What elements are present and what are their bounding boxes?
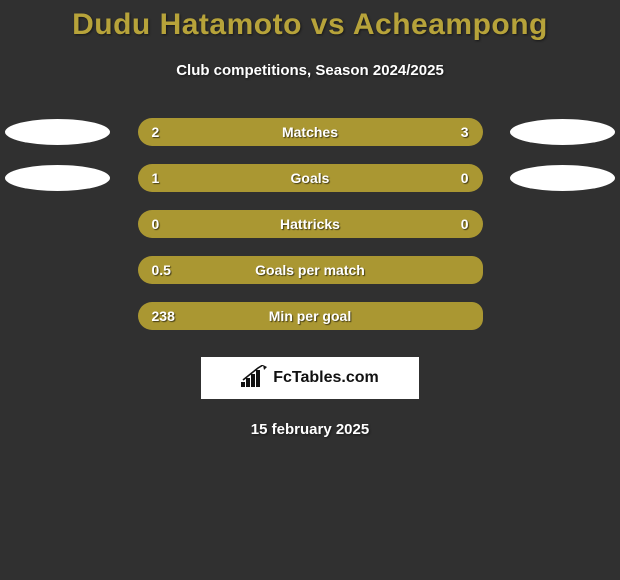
player-right-marker bbox=[510, 119, 615, 145]
stat-row-hattricks: 0 Hattricks 0 bbox=[0, 201, 620, 247]
player-right-marker bbox=[510, 165, 615, 191]
stat-row-min-per-goal: 238 Min per goal bbox=[0, 293, 620, 339]
bar-track: 2 Matches 3 bbox=[138, 118, 483, 146]
stat-label: Goals per match bbox=[138, 256, 483, 284]
stat-label: Goals bbox=[138, 164, 483, 192]
watermark-box: FcTables.com bbox=[201, 357, 419, 399]
page-title: Dudu Hatamoto vs Acheampong bbox=[0, 0, 620, 42]
stat-label: Min per goal bbox=[138, 302, 483, 330]
player-left-marker bbox=[5, 165, 110, 191]
player-left-marker bbox=[5, 119, 110, 145]
watermark: FcTables.com bbox=[0, 357, 620, 399]
subtitle: Club competitions, Season 2024/2025 bbox=[0, 62, 620, 79]
footer-date: 15 february 2025 bbox=[0, 421, 620, 438]
watermark-text: FcTables.com bbox=[273, 369, 379, 387]
bar-track: 238 Min per goal bbox=[138, 302, 483, 330]
stat-right-value: 3 bbox=[461, 118, 469, 146]
bar-track: 0 Hattricks 0 bbox=[138, 210, 483, 238]
stat-row-goals-per-match: 0.5 Goals per match bbox=[0, 247, 620, 293]
stat-row-matches: 2 Matches 3 bbox=[0, 109, 620, 155]
stat-label: Hattricks bbox=[138, 210, 483, 238]
stat-right-value: 0 bbox=[461, 210, 469, 238]
chart-bars-icon bbox=[241, 365, 267, 392]
comparison-chart: 2 Matches 3 1 Goals 0 0 Hattricks 0 bbox=[0, 109, 620, 339]
stat-row-goals: 1 Goals 0 bbox=[0, 155, 620, 201]
stat-label: Matches bbox=[138, 118, 483, 146]
bar-track: 0.5 Goals per match bbox=[138, 256, 483, 284]
stat-right-value: 0 bbox=[461, 164, 469, 192]
bar-track: 1 Goals 0 bbox=[138, 164, 483, 192]
